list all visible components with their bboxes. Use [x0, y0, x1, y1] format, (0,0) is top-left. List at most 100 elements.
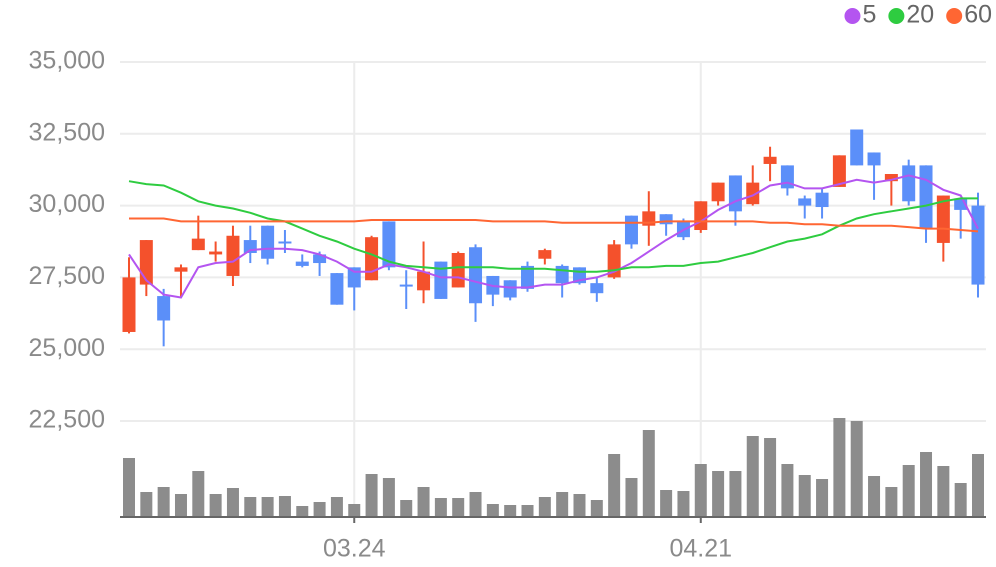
candle-body — [399, 284, 413, 287]
volume-bar — [590, 500, 603, 517]
y-tick-label: 25,000 — [29, 334, 105, 362]
legend-label: 20 — [906, 1, 934, 29]
candle-body — [451, 252, 465, 288]
candle-body — [521, 265, 535, 289]
candle-body — [417, 271, 431, 291]
candle-body — [798, 198, 812, 206]
volume-bar — [244, 497, 257, 517]
candle-body — [815, 192, 829, 208]
candle-body — [971, 205, 985, 285]
volume-bar — [920, 452, 933, 517]
volume-bar — [660, 490, 673, 517]
candle-body — [763, 156, 777, 164]
legend-marker — [844, 8, 861, 24]
candle-body — [954, 198, 968, 210]
y-tick-label: 22,500 — [29, 406, 105, 434]
candle-body — [347, 267, 361, 288]
candle-body — [382, 221, 396, 268]
candle-body — [226, 235, 240, 276]
volume-bar — [833, 418, 846, 517]
candle-body — [728, 175, 742, 212]
x-tick-label: 04.21 — [669, 535, 732, 563]
volume-bar — [278, 496, 291, 517]
volume-bar — [469, 492, 482, 517]
candle-body — [209, 251, 223, 255]
candle-body — [590, 283, 604, 294]
legend-marker — [888, 8, 905, 24]
volume-bar — [434, 498, 447, 517]
ma-line — [128, 180, 978, 273]
volume-bar — [677, 491, 690, 517]
legend-marker — [946, 8, 963, 24]
volume-bar — [140, 492, 153, 517]
volume-bar — [521, 505, 534, 517]
candle-body — [434, 261, 448, 299]
candle-body — [711, 182, 725, 202]
y-tick-label: 35,000 — [29, 47, 105, 75]
volume-bar — [382, 478, 395, 517]
volume-bar — [348, 504, 361, 517]
volume-bar — [417, 487, 430, 517]
ma-line — [128, 174, 979, 299]
candle-body — [832, 155, 846, 187]
volume-bar — [937, 466, 950, 517]
volume-bar — [850, 421, 863, 517]
candle-body — [261, 225, 275, 259]
candle-body — [122, 277, 136, 332]
volume-bar — [625, 478, 638, 517]
candle-body — [191, 238, 205, 251]
y-tick-label: 30,000 — [29, 190, 105, 218]
candle-body — [295, 261, 309, 266]
candle-body — [850, 129, 864, 166]
volume-bar — [573, 494, 586, 517]
candle-body — [469, 247, 483, 304]
candle-body — [174, 267, 188, 272]
volume-bar — [192, 471, 205, 517]
candle-body — [867, 152, 881, 166]
x-tick-label: 03.24 — [323, 535, 386, 563]
y-tick-label: 32,500 — [29, 118, 105, 146]
volume-bar — [816, 479, 829, 517]
volume-bar — [486, 504, 499, 517]
volume-bar — [330, 497, 343, 517]
candle-body — [936, 195, 950, 243]
volume-bar — [902, 465, 915, 517]
volume-bar — [868, 476, 881, 517]
volume-bar — [746, 436, 759, 517]
volume-bar — [123, 458, 135, 517]
volume-bar — [296, 506, 309, 517]
volume-bar — [226, 488, 239, 517]
volume-bar — [885, 487, 898, 517]
volume-bar — [954, 483, 967, 517]
volume-bar — [174, 494, 187, 517]
volume-bar — [712, 471, 725, 517]
candle-body — [278, 241, 292, 244]
candle-body — [330, 273, 344, 305]
volume-bar — [400, 500, 413, 517]
volume-bar — [798, 475, 811, 517]
volume-bar — [504, 505, 517, 517]
candle-body — [313, 254, 327, 264]
volume-bar — [972, 454, 984, 517]
candle-body — [139, 240, 153, 285]
volume-bar — [556, 492, 569, 517]
y-tick-label: 27,500 — [29, 262, 105, 290]
volume-bar — [452, 498, 465, 517]
volume-bar — [157, 487, 170, 517]
candle-body — [365, 237, 379, 281]
candle-body — [624, 215, 638, 245]
candle-body — [884, 174, 898, 182]
volume-bar — [642, 430, 655, 517]
volume-bar — [313, 502, 326, 517]
candle-body — [919, 165, 933, 229]
volume-bar — [729, 471, 742, 517]
volume-bar — [781, 464, 794, 517]
candle-body — [538, 250, 552, 259]
candle-body — [503, 280, 517, 298]
legend-label: 60 — [964, 1, 992, 29]
candle-body — [157, 296, 171, 321]
volume-bar — [209, 494, 222, 517]
volume-bar — [694, 464, 707, 517]
candle-body — [555, 265, 569, 284]
